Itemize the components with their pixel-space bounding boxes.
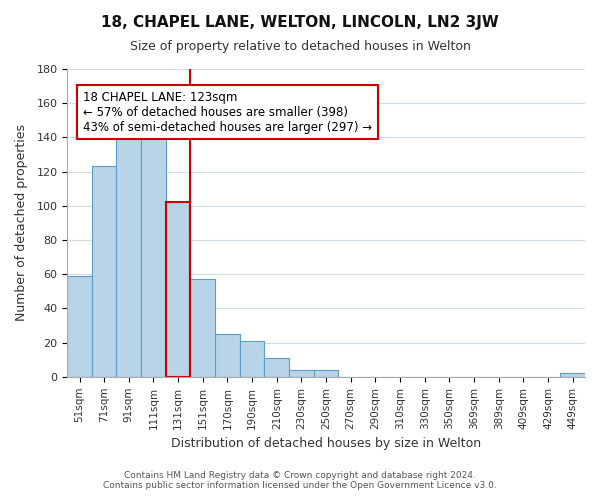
Bar — [116, 120, 141, 377]
Text: 18, CHAPEL LANE, WELTON, LINCOLN, LN2 3JW: 18, CHAPEL LANE, WELTON, LINCOLN, LN2 3J… — [101, 15, 499, 30]
Bar — [141, 138, 166, 377]
X-axis label: Distribution of detached houses by size in Welton: Distribution of detached houses by size … — [171, 437, 481, 450]
Bar — [560, 374, 585, 377]
Text: Contains HM Land Registry data © Crown copyright and database right 2024.
Contai: Contains HM Land Registry data © Crown c… — [103, 470, 497, 490]
Text: 18 CHAPEL LANE: 123sqm
← 57% of detached houses are smaller (398)
43% of semi-de: 18 CHAPEL LANE: 123sqm ← 57% of detached… — [83, 90, 372, 134]
Bar — [67, 276, 92, 377]
Bar — [190, 280, 215, 377]
Bar — [265, 358, 289, 377]
Bar — [92, 166, 116, 377]
Bar — [289, 370, 314, 377]
Bar — [215, 334, 240, 377]
Bar — [240, 341, 265, 377]
Bar — [314, 370, 338, 377]
Bar — [166, 202, 190, 377]
Text: Size of property relative to detached houses in Welton: Size of property relative to detached ho… — [130, 40, 470, 53]
Y-axis label: Number of detached properties: Number of detached properties — [15, 124, 28, 322]
